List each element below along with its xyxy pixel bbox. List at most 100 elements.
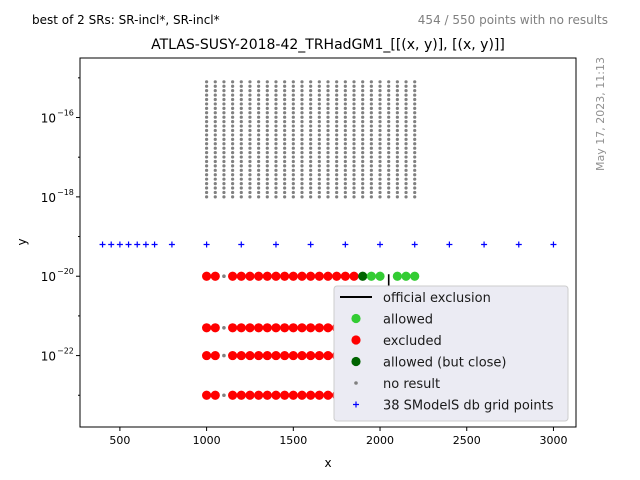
no-result-point (309, 93, 313, 97)
no-result-point (265, 120, 269, 124)
no-result-point (300, 97, 304, 102)
no-result-point (343, 190, 347, 195)
no-result-point (326, 80, 330, 84)
no-result-point (413, 168, 417, 172)
excluded-point (245, 323, 255, 333)
no-result-point (248, 190, 252, 195)
no-result-point (265, 155, 269, 159)
no-result-point (387, 111, 391, 115)
no-result-point (274, 89, 278, 93)
no-result-point (283, 93, 287, 97)
no-result-point (291, 151, 295, 155)
no-result-point (361, 133, 365, 137)
no-result-point (404, 159, 408, 164)
no-result-point (378, 84, 382, 88)
no-result-point (352, 137, 356, 141)
no-result-point (283, 142, 287, 146)
no-result-point (395, 159, 399, 164)
no-result-point (239, 115, 243, 119)
no-result-point (231, 133, 235, 137)
no-result-point (309, 146, 313, 150)
no-result-point (343, 80, 347, 84)
excluded-point (271, 271, 281, 281)
no-result-point (291, 106, 295, 110)
no-result-point (326, 168, 330, 172)
y-tick-exponent: −20 (57, 267, 74, 276)
no-result-point (283, 190, 287, 195)
no-result-point (395, 190, 399, 195)
no-result-point (265, 89, 269, 93)
no-result-point (265, 128, 269, 133)
no-result-point (352, 164, 356, 168)
no-result-point (352, 97, 356, 102)
no-result-point (274, 93, 278, 97)
no-result-point (309, 159, 313, 164)
no-result-point (361, 151, 365, 155)
no-result-point (239, 186, 243, 190)
no-result-point (222, 195, 226, 199)
no-result-point (404, 137, 408, 141)
no-result-point (387, 133, 391, 137)
no-result-point (387, 106, 391, 110)
no-result-point (317, 124, 321, 128)
no-result-point (413, 84, 417, 88)
no-result-point (335, 168, 339, 172)
y-tick-label: 10 (41, 191, 56, 205)
no-result-point (378, 146, 382, 150)
no-result-point (352, 151, 356, 155)
no-result-point (335, 181, 339, 186)
excluded-point (288, 390, 298, 400)
no-result-point (231, 168, 235, 172)
no-result-point (369, 93, 373, 97)
no-result-point (283, 84, 287, 88)
no-result-point (335, 128, 339, 133)
no-result-point (213, 93, 217, 97)
allowed-point (366, 271, 376, 281)
no-result-point (265, 142, 269, 146)
no-result-point (369, 146, 373, 150)
no-result-point (274, 181, 278, 186)
no-result-point (352, 89, 356, 93)
no-result-point (274, 120, 278, 124)
no-result-point (248, 151, 252, 155)
no-result-point (205, 89, 209, 93)
excluded-point (306, 390, 316, 400)
no-result-point (395, 177, 399, 181)
no-result-point (413, 159, 417, 164)
no-result-point (343, 155, 347, 159)
no-result-point (387, 97, 391, 102)
legend-box (333, 285, 569, 422)
no-result-point (404, 168, 408, 172)
no-result-point (395, 146, 399, 150)
excluded-point (297, 271, 307, 281)
no-result-point (300, 142, 304, 146)
no-result-point (343, 128, 347, 133)
legend-label: allowed (but close) (383, 356, 507, 371)
no-result-point (248, 142, 252, 146)
no-result-point (239, 164, 243, 168)
no-result-point (239, 89, 243, 93)
no-result-point (387, 115, 391, 119)
no-result-point (274, 186, 278, 190)
no-result-point (309, 84, 313, 88)
no-result-point (239, 173, 243, 177)
no-result-point (213, 168, 217, 172)
no-result-point (361, 195, 365, 199)
no-result-point (378, 164, 382, 168)
no-result-point (369, 164, 373, 168)
no-result-point (378, 168, 382, 172)
no-result-point (274, 168, 278, 172)
no-result-point (317, 80, 321, 84)
no-result-point (213, 181, 217, 186)
no-result-point (283, 97, 287, 102)
no-result-point (291, 190, 295, 195)
no-result-point (231, 137, 235, 141)
no-result-point (317, 133, 321, 137)
no-result-point (265, 173, 269, 177)
no-result-point (343, 84, 347, 88)
no-result-point (361, 128, 365, 133)
no-result-point (265, 115, 269, 119)
no-result-point (326, 151, 330, 155)
no-result-point (309, 89, 313, 93)
no-result-point (317, 168, 321, 172)
